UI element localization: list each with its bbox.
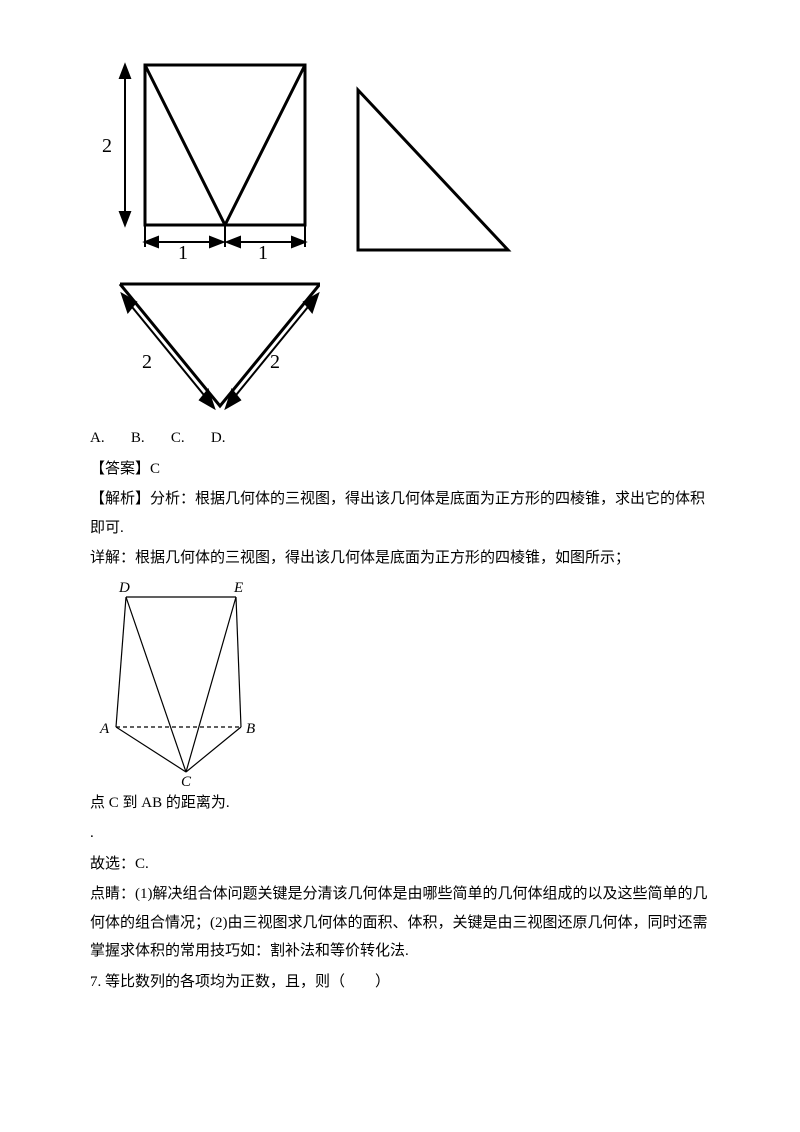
option-b: B. bbox=[131, 430, 145, 446]
tip-label: 点睛： bbox=[90, 886, 135, 902]
option-c: C. bbox=[171, 430, 185, 446]
point-c-line: 点 C 到 AB 的距离为. bbox=[90, 789, 710, 818]
question-7: 7. 等比数列的各项均为正数，且，则（ ） bbox=[90, 968, 710, 997]
tip-body: (1)解决组合体问题关键是分清该几何体是由哪些简单的几何体组成的以及这些简单的几… bbox=[90, 886, 708, 959]
dim-bl-label: 1 bbox=[178, 242, 188, 260]
three-view-figures: 2 1 1 bbox=[90, 50, 710, 416]
detail-line: 详解：根据几何体的三视图，得出该几何体是底面为正方形的四棱锥，如图所示； bbox=[90, 544, 710, 573]
top-view-svg: 2 2 bbox=[90, 266, 320, 416]
solid-diagram-block: D E A B C bbox=[86, 577, 710, 787]
front-view-svg: 2 1 1 bbox=[90, 50, 320, 260]
side-view-svg bbox=[348, 80, 518, 260]
figure-row-2: 2 2 bbox=[90, 266, 710, 416]
dim-br-label: 1 bbox=[258, 242, 268, 260]
option-d: D. bbox=[211, 430, 226, 446]
label-C: C bbox=[181, 774, 192, 787]
analysis-prefix: 【解析】 bbox=[90, 491, 150, 507]
answer-prefix: 【答案】 bbox=[90, 461, 150, 477]
detail-body: 根据几何体的三视图，得出该几何体是底面为正方形的四棱锥，如图所示； bbox=[135, 550, 630, 566]
dim-slant-right: 2 bbox=[270, 351, 280, 373]
label-D: D bbox=[118, 580, 130, 596]
document-page: 2 1 1 bbox=[0, 0, 800, 1038]
label-B: B bbox=[246, 721, 255, 737]
options-line: A. B. C. D. bbox=[90, 424, 710, 453]
detail-label: 详解： bbox=[90, 550, 135, 566]
therefore-line: 故选：C. bbox=[90, 850, 710, 879]
dim-slant-left: 2 bbox=[142, 351, 152, 373]
tip-line: 点睛：(1)解决组合体问题关键是分清该几何体是由哪些简单的几何体组成的以及这些简… bbox=[90, 880, 710, 966]
analysis-body: 分析：根据几何体的三视图，得出该几何体是底面为正方形的四棱锥，求出它的体积即可. bbox=[90, 491, 705, 536]
option-a: A. bbox=[90, 430, 105, 446]
figure-row-1: 2 1 1 bbox=[90, 50, 710, 260]
solid-diagram-svg: D E A B C bbox=[86, 577, 276, 787]
answer-value: C bbox=[150, 461, 160, 477]
label-E: E bbox=[233, 580, 243, 596]
label-A: A bbox=[99, 721, 110, 737]
dot-line: . bbox=[90, 819, 710, 848]
answer-line: 【答案】C bbox=[90, 455, 710, 484]
dim-left-label: 2 bbox=[102, 135, 112, 157]
analysis-line: 【解析】分析：根据几何体的三视图，得出该几何体是底面为正方形的四棱锥，求出它的体… bbox=[90, 485, 710, 542]
